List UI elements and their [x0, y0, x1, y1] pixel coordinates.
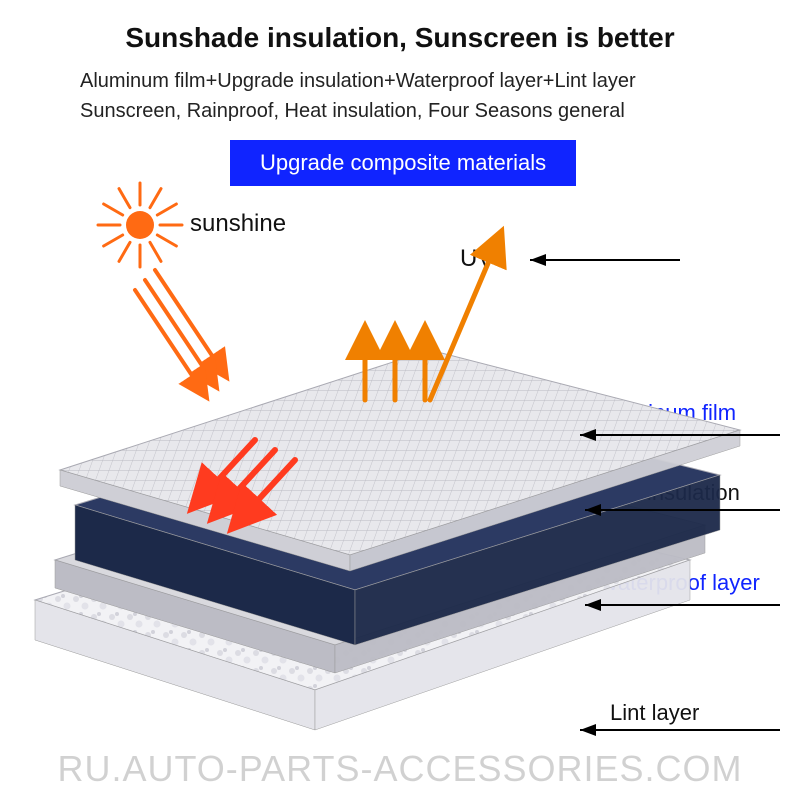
- layers-diagram: [0, 0, 800, 800]
